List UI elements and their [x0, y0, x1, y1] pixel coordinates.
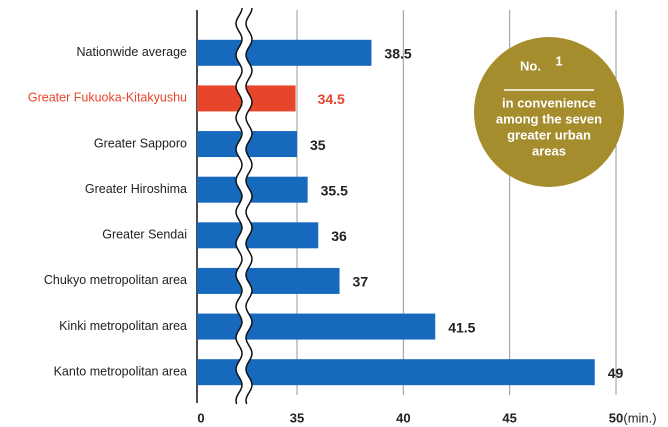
x-tick-label: 45 — [502, 410, 516, 425]
value-label: 34.5 — [318, 91, 345, 107]
badge-text: areas — [532, 143, 566, 158]
badge-rank: 1 — [555, 53, 562, 68]
value-label: 41.5 — [448, 319, 475, 335]
value-label: 36 — [331, 228, 347, 244]
category-label: Greater Sapporo — [94, 136, 187, 150]
bar — [197, 222, 319, 249]
badge-text: in convenience — [502, 95, 596, 110]
x-unit: (min.) — [623, 410, 656, 425]
bar — [197, 313, 436, 340]
category-label: Greater Hiroshima — [85, 182, 187, 196]
category-label: Kanto metropolitan area — [54, 364, 187, 378]
value-label: 35.5 — [321, 182, 348, 198]
x-tick-label: 40 — [396, 410, 410, 425]
badge-text: greater urban — [507, 127, 591, 142]
category-label: Nationwide average — [77, 45, 188, 59]
value-label: 37 — [353, 274, 369, 290]
badge — [474, 37, 624, 187]
category-label: Kinki metropolitan area — [59, 319, 187, 333]
category-label: Greater Fukuoka-Kitakyushu — [28, 91, 187, 105]
bar — [197, 39, 372, 66]
bar — [197, 359, 595, 386]
bar — [197, 267, 340, 294]
axis-break — [245, 7, 253, 405]
value-label: 49 — [608, 365, 624, 381]
x-tick-label: 50 — [609, 410, 623, 425]
axis-break-fill — [236, 8, 252, 404]
value-label: 38.5 — [384, 46, 411, 62]
x-tick-label: 0 — [197, 410, 204, 425]
badge-title: No. — [520, 58, 541, 73]
axis-break — [235, 7, 243, 405]
category-label: Greater Sendai — [102, 228, 187, 242]
badge-text: among the seven — [496, 111, 602, 126]
value-label: 35 — [310, 137, 326, 153]
x-tick-label: 35 — [290, 410, 304, 425]
category-label: Chukyo metropolitan area — [44, 273, 187, 287]
